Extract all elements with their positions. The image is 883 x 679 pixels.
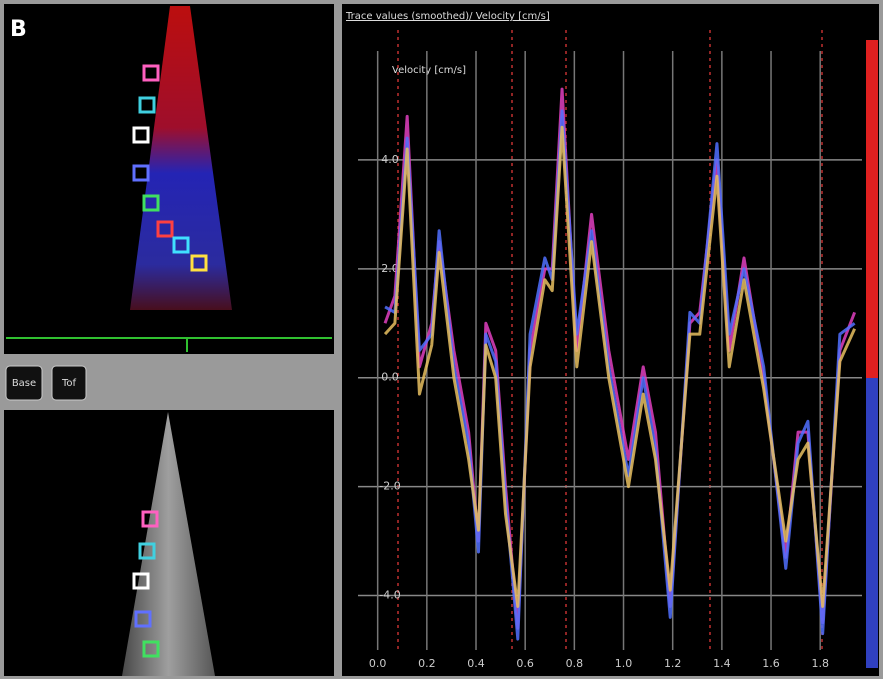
y-tick-label: 2.0 [381,262,399,275]
button[interactable] [51,365,87,401]
button[interactable] [5,365,43,401]
y-tick-label: 4.0 [381,153,399,166]
y-tick-label: -2.0 [379,480,400,493]
x-tick-label: 0.2 [418,657,436,670]
y-tick-label: -4.0 [379,589,400,602]
chart-title: Trace values (smoothed)/ Velocity [cm/s] [345,11,550,22]
x-tick-label: 1.0 [615,657,633,670]
color-bar-positive [866,40,878,378]
x-tick-label: 1.4 [713,657,731,670]
roi-markers [132,510,160,658]
color-bar-negative [866,378,878,668]
y-tick-label: 0.0 [381,371,399,384]
button-label[interactable]: Base [12,378,36,389]
x-tick-label: 1.6 [762,657,780,670]
x-tick-label: 0.8 [566,657,584,670]
event-markers [397,30,823,650]
gray-cone [122,412,215,676]
panel-label: B [10,17,27,42]
x-tick-label: 0.4 [467,657,485,670]
chart-panel [342,4,879,676]
roi-markers [132,64,208,272]
x-tick-label: 0.6 [516,657,534,670]
y-axis-label: Velocity [cm/s] [392,65,466,76]
x-tick-label: 0.0 [369,657,387,670]
color-cone [130,6,232,310]
x-tick-label: 1.2 [664,657,682,670]
button-label[interactable]: Tof [61,378,77,389]
x-tick-label: 1.8 [811,657,829,670]
trace-line [383,125,856,608]
